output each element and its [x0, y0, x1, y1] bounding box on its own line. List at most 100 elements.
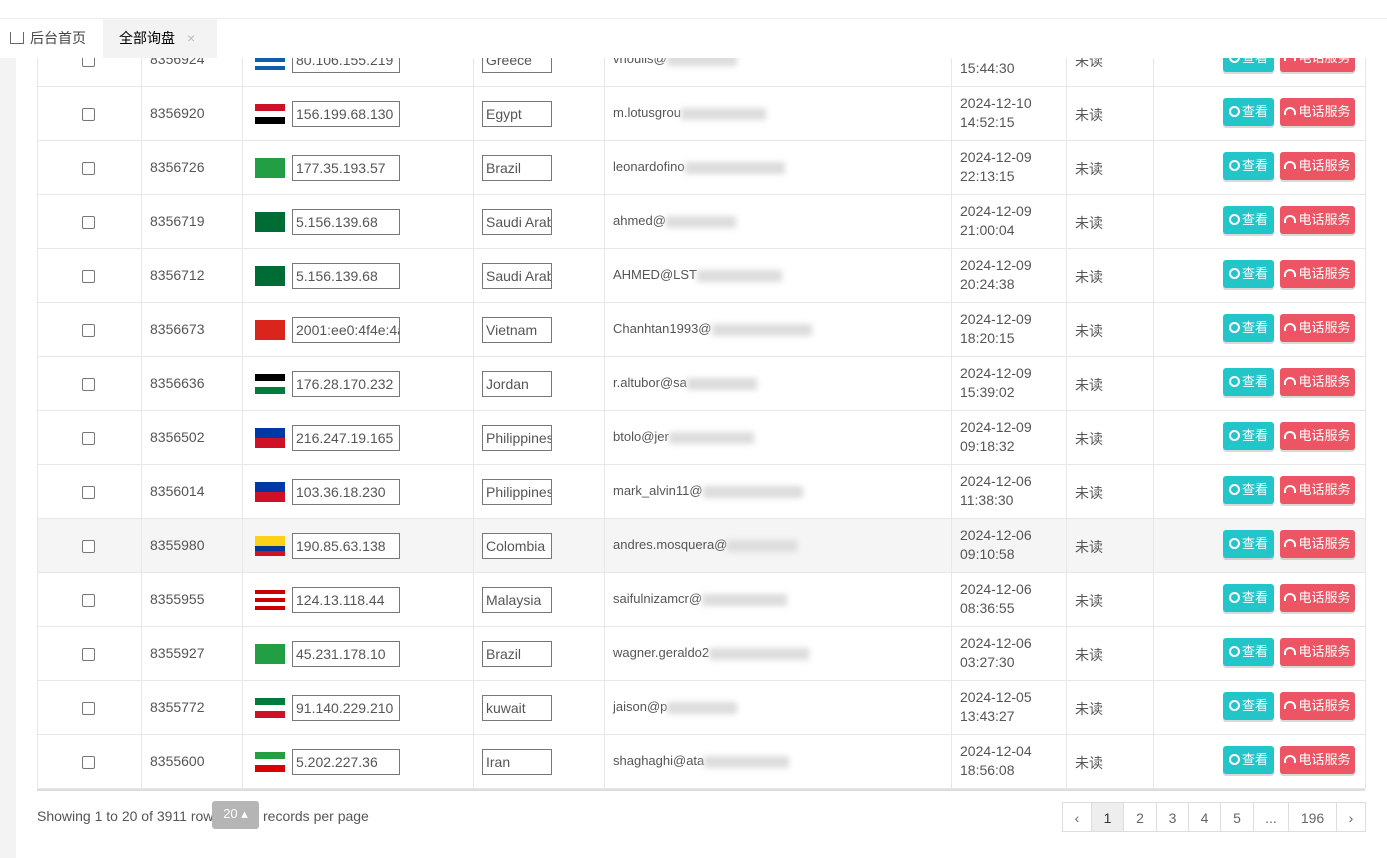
flag-stripe: [255, 590, 285, 594]
flag-stripe: [255, 546, 285, 551]
page-size-button[interactable]: 20 ▴: [212, 801, 259, 829]
row-checkbox[interactable]: [82, 540, 95, 553]
time: 03:27:30: [960, 654, 1015, 670]
button-label: 查看: [1241, 536, 1268, 551]
page-link[interactable]: 4: [1188, 802, 1221, 832]
row-checkbox[interactable]: [82, 378, 95, 391]
view-button[interactable]: 查看: [1223, 692, 1274, 720]
status: 未读: [1075, 485, 1103, 501]
date: 2024-12-09: [960, 419, 1032, 435]
view-button[interactable]: 查看: [1223, 368, 1274, 396]
button-label: 电话服务: [1298, 590, 1351, 605]
row-checkbox[interactable]: [82, 108, 95, 121]
date: 2024-12-09: [960, 257, 1032, 273]
page-link[interactable]: 2: [1123, 802, 1157, 832]
view-button[interactable]: 查看: [1223, 584, 1274, 612]
view-button[interactable]: 查看: [1223, 260, 1274, 288]
inquiry-id: 8356673: [150, 321, 205, 337]
view-button[interactable]: 查看: [1223, 152, 1274, 180]
button-label: 查看: [1241, 104, 1268, 119]
call-button[interactable]: 电话服务: [1280, 260, 1355, 288]
ip-field: 103.36.18.230: [292, 479, 400, 505]
time: 22:13:15: [960, 168, 1015, 184]
flag-stripe: [255, 482, 285, 492]
view-button[interactable]: 查看: [1223, 476, 1274, 504]
time: 21:00:04: [960, 222, 1015, 238]
home-tab[interactable]: 后台首页: [10, 19, 102, 58]
column-border: [37, 33, 38, 789]
call-button[interactable]: 电话服务: [1280, 152, 1355, 180]
call-button[interactable]: 电话服务: [1280, 476, 1355, 504]
call-button[interactable]: 电话服务: [1280, 530, 1355, 558]
row-checkbox[interactable]: [82, 162, 95, 175]
call-button[interactable]: 电话服务: [1280, 692, 1355, 720]
inquiry-id: 8356014: [150, 483, 205, 499]
country-flag: [255, 104, 285, 124]
email-redaction: [665, 216, 736, 228]
view-button[interactable]: 查看: [1223, 98, 1274, 126]
call-button[interactable]: 电话服务: [1280, 314, 1355, 342]
view-button[interactable]: 查看: [1223, 530, 1274, 558]
close-icon[interactable]: ×: [187, 30, 196, 46]
view-button[interactable]: 查看: [1223, 206, 1274, 234]
row-checkbox[interactable]: [82, 216, 95, 229]
page-link[interactable]: 196: [1288, 802, 1337, 832]
view-button[interactable]: 查看: [1223, 746, 1274, 774]
row-checkbox[interactable]: [82, 432, 95, 445]
row-checkbox[interactable]: [82, 594, 95, 607]
page-link[interactable]: 3: [1156, 802, 1189, 832]
column-border: [604, 33, 605, 789]
button-label: 查看: [1241, 428, 1268, 443]
email: m.lotusgrou: [613, 105, 681, 120]
page-link[interactable]: ‹: [1062, 802, 1092, 832]
date: 2024-12-06: [960, 527, 1032, 543]
row-checkbox[interactable]: [82, 702, 95, 715]
page-link[interactable]: 1: [1091, 802, 1124, 832]
view-button[interactable]: 查看: [1223, 314, 1274, 342]
flag-stripe: [255, 606, 285, 610]
active-tab[interactable]: 全部询盘 ×: [103, 19, 217, 58]
call-button[interactable]: 电话服务: [1280, 584, 1355, 612]
call-button[interactable]: 电话服务: [1280, 422, 1355, 450]
email: btolo@jer: [613, 429, 669, 444]
row-checkbox[interactable]: [82, 270, 95, 283]
call-button[interactable]: 电话服务: [1280, 98, 1355, 126]
page-link[interactable]: ...: [1253, 802, 1289, 832]
row-checkbox[interactable]: [82, 324, 95, 337]
button-label: 查看: [1241, 752, 1268, 767]
flag-stripe: [255, 541, 285, 546]
table-row: 8356712 5.156.139.68 Saudi Arabia AHMED@LST…: [37, 249, 1365, 303]
view-button[interactable]: 查看: [1223, 422, 1274, 450]
row-checkbox[interactable]: [82, 486, 95, 499]
button-label: 查看: [1241, 266, 1268, 281]
view-button[interactable]: 查看: [1223, 638, 1274, 666]
row-checkbox[interactable]: [82, 648, 95, 661]
view-icon: [1228, 214, 1240, 225]
page-link[interactable]: ›: [1336, 802, 1366, 832]
email-redaction: [697, 270, 782, 282]
status: 未读: [1075, 215, 1103, 231]
flag-stripe: [255, 602, 285, 606]
call-button[interactable]: 电话服务: [1280, 206, 1355, 234]
status: 未读: [1075, 107, 1103, 123]
status: 未读: [1075, 161, 1103, 177]
flag-stripe: [255, 598, 285, 602]
flag-stripe: [255, 765, 285, 772]
email-redaction: [704, 756, 790, 768]
call-button[interactable]: 电话服务: [1280, 638, 1355, 666]
ip-field: 5.202.227.36: [292, 749, 400, 775]
call-button[interactable]: 电话服务: [1280, 368, 1355, 396]
call-icon: [1284, 107, 1297, 115]
call-icon: [1284, 269, 1297, 277]
view-icon: [1228, 106, 1240, 117]
inquiry-id: 8356502: [150, 429, 205, 445]
row-checkbox[interactable]: [82, 756, 95, 769]
inquiry-id: 8356636: [150, 375, 205, 391]
inquiry-id: 8356920: [150, 105, 205, 121]
country-flag: [255, 590, 285, 610]
button-label: 查看: [1241, 212, 1268, 227]
button-label: 电话服务: [1298, 158, 1351, 173]
page-link[interactable]: 5: [1220, 802, 1254, 832]
date: 2024-12-05: [960, 689, 1032, 705]
call-button[interactable]: 电话服务: [1280, 746, 1355, 774]
